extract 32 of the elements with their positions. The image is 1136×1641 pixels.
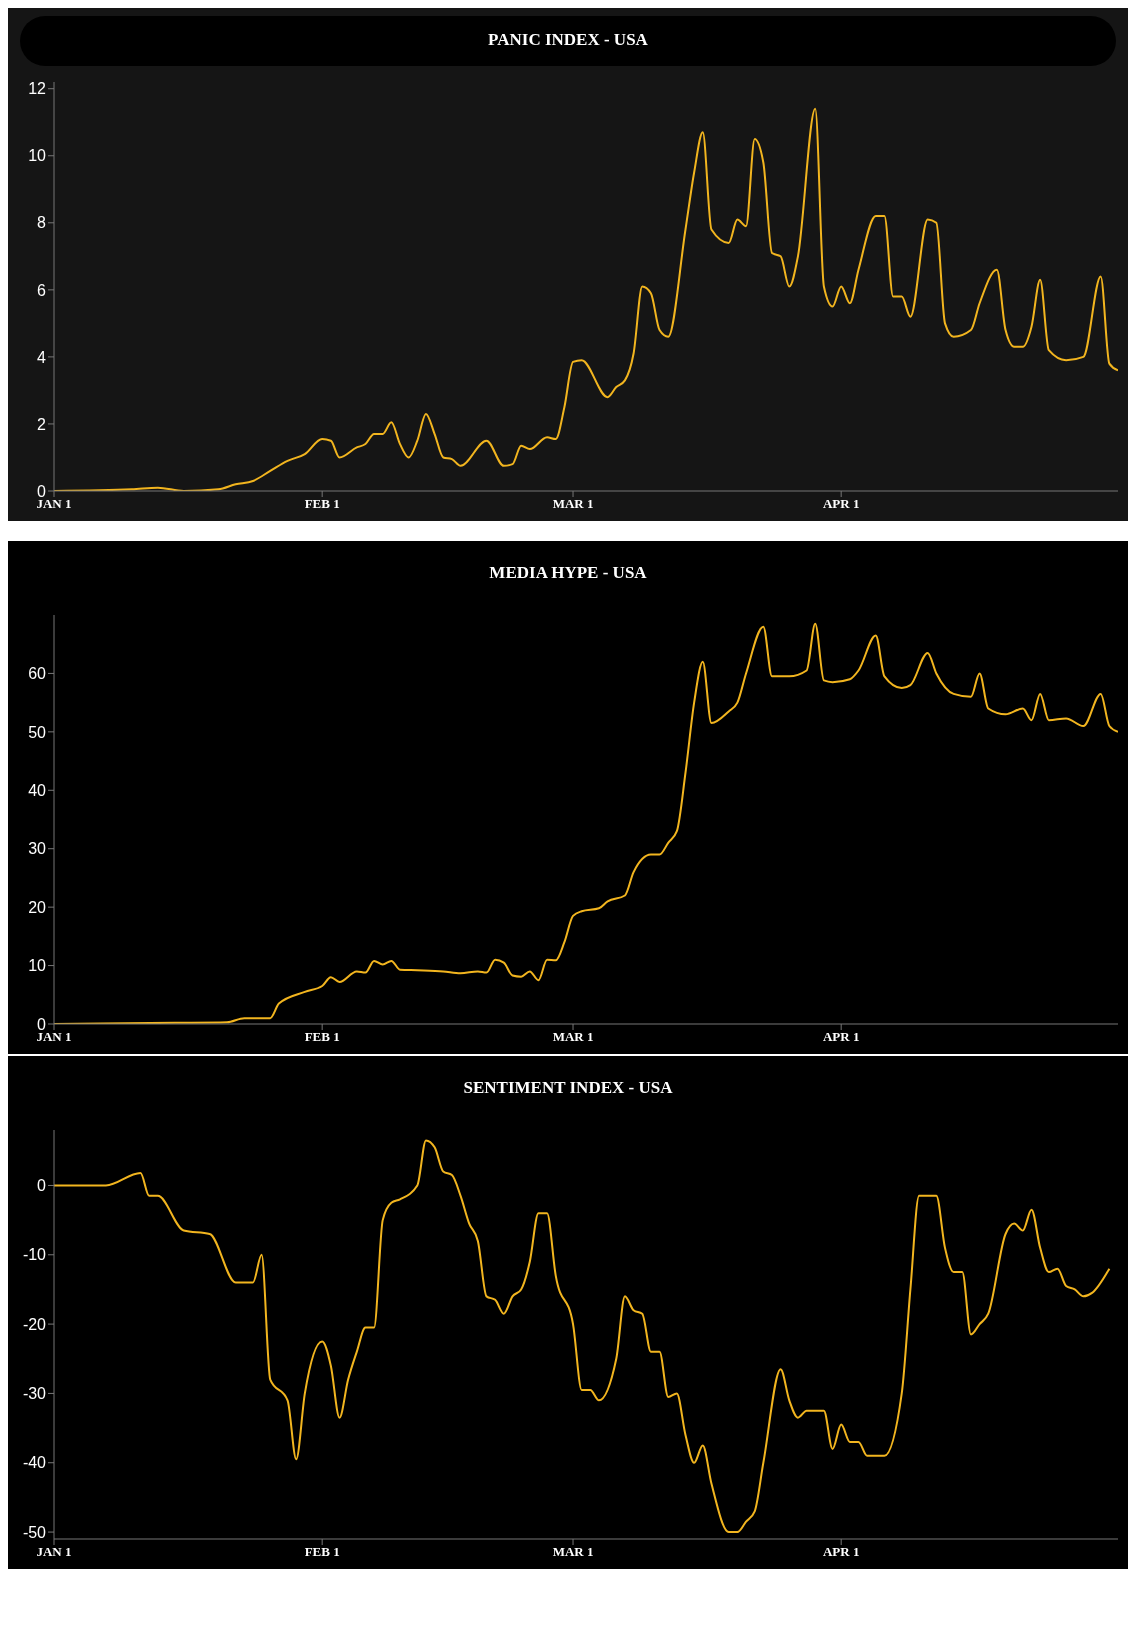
x-tick-label: FEB 1 bbox=[304, 496, 340, 512]
y-tick-label: 12 bbox=[28, 80, 47, 98]
y-tick-label: 20 bbox=[28, 898, 47, 916]
y-tick-label: 10 bbox=[28, 147, 47, 165]
x-tick-label: FEB 1 bbox=[304, 1029, 340, 1045]
x-tick-label: APR 1 bbox=[822, 1029, 860, 1045]
y-tick-label: 6 bbox=[37, 281, 47, 299]
y-tick-label: -10 bbox=[22, 1246, 47, 1264]
x-tick-label: APR 1 bbox=[822, 1544, 860, 1560]
y-tick-label: -50 bbox=[22, 1523, 47, 1541]
x-tick-label: APR 1 bbox=[822, 496, 860, 512]
y-tick-label: -20 bbox=[22, 1315, 47, 1333]
x-tick-label: MAR 1 bbox=[552, 1544, 594, 1560]
line-series bbox=[54, 1139, 1111, 1534]
y-tick-label: 2 bbox=[37, 415, 47, 433]
y-tick-label: 8 bbox=[37, 214, 47, 232]
y-tick-label: -30 bbox=[22, 1385, 47, 1403]
y-tick-label: 10 bbox=[28, 957, 47, 975]
x-tick-label: FEB 1 bbox=[304, 1544, 340, 1560]
y-tick-label: 40 bbox=[28, 781, 47, 799]
y-tick-label: 50 bbox=[28, 723, 47, 741]
x-tick-label: JAN 1 bbox=[36, 1544, 72, 1560]
x-tick-label: MAR 1 bbox=[552, 1029, 594, 1045]
y-tick-label: 30 bbox=[28, 840, 47, 858]
y-tick-label: 60 bbox=[28, 665, 47, 683]
chart-title: SENTIMENT INDEX - USA bbox=[462, 1077, 674, 1099]
y-tick-label: 4 bbox=[37, 348, 47, 366]
chart-title: PANIC INDEX - USA bbox=[20, 16, 1116, 66]
y-tick-label: 0 bbox=[37, 1177, 47, 1195]
chart-title: MEDIA HYPE - USA bbox=[488, 562, 648, 584]
x-tick-label: MAR 1 bbox=[552, 496, 594, 512]
y-tick-label: -40 bbox=[22, 1454, 47, 1472]
